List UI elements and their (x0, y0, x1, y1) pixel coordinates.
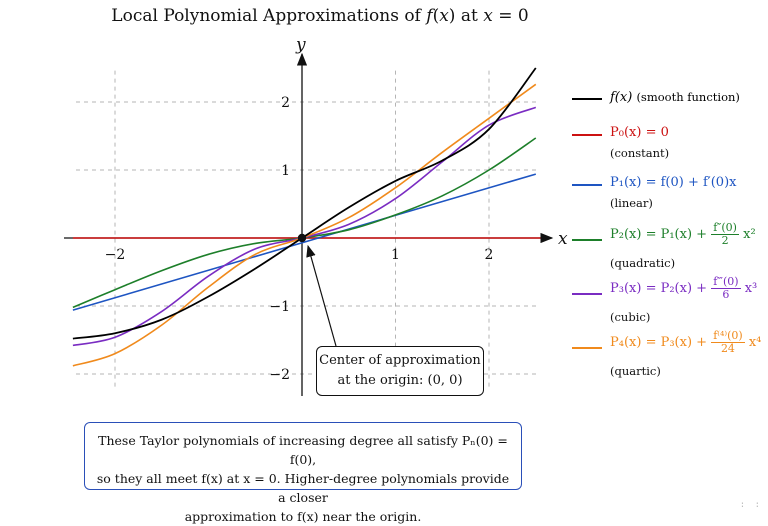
legend-formula-f: f(x) (610, 90, 633, 105)
legend-swatch-p4 (572, 347, 602, 349)
legend-sub-p0: (constant) (610, 146, 670, 160)
legend-tail-p3: x³ (744, 281, 758, 296)
note-line-3: approximation to f(x) near the origin. (184, 509, 422, 524)
legend-formula-p2: P₂(x) = P₁(x) + (610, 227, 708, 242)
legend-den-p2: 2 (721, 234, 729, 247)
legend-formula-p3: P₃(x) = P₂(x) + (610, 281, 708, 296)
x-tick-label-1: 1 (391, 247, 400, 263)
legend-num-p3: f‴(0) (711, 275, 741, 289)
legend-sub-p3: (cubic) (610, 310, 651, 324)
legend-swatch-p0 (572, 134, 602, 136)
note-line-1: These Taylor polynomials of increasing d… (98, 433, 508, 467)
x-tick-label-0: −2 (105, 247, 126, 263)
series-line-3 (72, 137, 537, 309)
callout-pointer (306, 244, 337, 347)
legend-tail-p4: x⁴ (748, 335, 762, 350)
x-tick-label-2: 2 (485, 247, 494, 263)
callout-line-2: at the origin: (0, 0) (337, 373, 463, 388)
legend-formula-p0: P₀(x) = 0 (610, 125, 669, 140)
corner-mark: : : (739, 500, 762, 510)
legend-formula-p1: P₁(x) = f(0) + f′(0)x (610, 175, 737, 190)
y-axis-label: y (295, 35, 306, 55)
legend-sub-p4: (quartic) (610, 364, 661, 378)
explanation-note: These Taylor polynomials of increasing d… (84, 422, 522, 524)
legend-sub-p1: (linear) (610, 196, 653, 210)
x-axis-label: x (558, 229, 568, 249)
y-tick-label-1: −1 (269, 299, 290, 315)
legend-tail-p2: x² (743, 227, 756, 242)
legend-sub-f: (smooth function) (636, 90, 740, 104)
legend-swatch-p2 (572, 239, 602, 241)
legend-num-p2: f″(0) (711, 221, 739, 235)
legend-den-p3: 6 (722, 288, 730, 301)
y-tick-label-2: 1 (281, 163, 290, 179)
chart-title: Local Polynomial Approximations of f(x) … (111, 6, 529, 26)
legend-den-p4: 24 (720, 342, 735, 355)
legend-swatch-f (572, 98, 602, 100)
chart-canvas: −2 1 2 −2 −1 1 2 x y (64, 35, 568, 396)
legend-num-p4: f⁽⁴⁾(0) (711, 329, 745, 343)
legend-sub-p2: (quadratic) (610, 256, 676, 270)
series-line-4 (72, 106, 537, 347)
y-tick-label-0: −2 (269, 367, 290, 383)
origin-callout: Center of approximation at the origin: (… (316, 346, 484, 396)
legend-formula-p4: P₄(x) = P₃(x) + (610, 335, 708, 350)
note-line-2: so they all meet f(x) at x = 0. Higher-d… (96, 471, 510, 505)
origin-point (297, 233, 307, 243)
y-tick-label-3: 2 (281, 95, 290, 111)
legend-swatch-p3 (572, 293, 602, 295)
series-line-0 (72, 67, 537, 340)
series-line-2 (72, 173, 537, 311)
legend-swatch-p1 (572, 184, 602, 186)
callout-line-1: Center of approximation (319, 353, 481, 368)
